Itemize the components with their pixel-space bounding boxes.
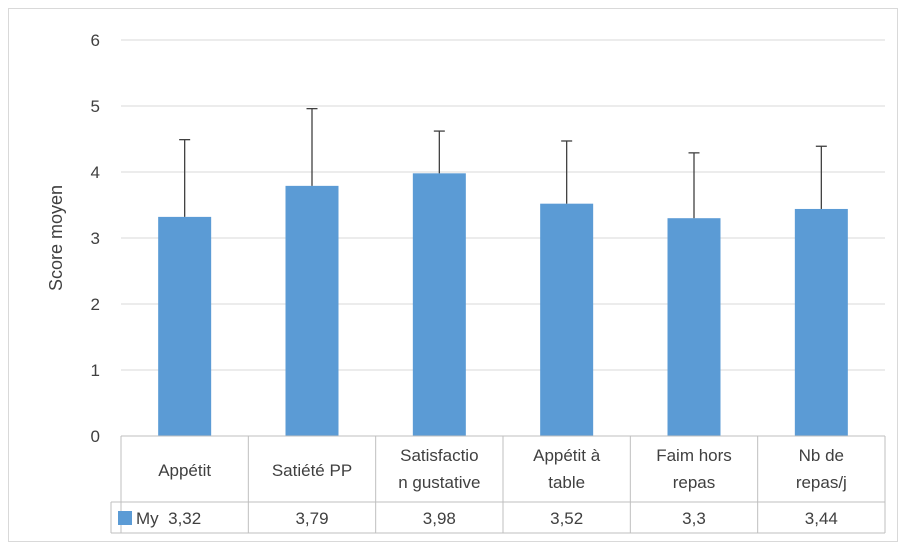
y-tick-label: 6 [91, 31, 100, 50]
gridlines [121, 39, 885, 371]
category-label: repas/j [796, 473, 847, 492]
bar [667, 218, 721, 436]
bar [794, 208, 848, 436]
category-label: Faim hors [656, 446, 732, 465]
y-tick-label: 1 [91, 361, 100, 380]
bar [540, 203, 594, 436]
category-label: Nb de [799, 446, 844, 465]
category-label: Appétit [158, 461, 211, 480]
y-tick-label: 5 [91, 97, 100, 116]
category-label: n gustative [398, 473, 480, 492]
bar [285, 185, 339, 436]
data-value-label: 3,44 [805, 509, 838, 528]
y-tick-label: 4 [91, 163, 100, 182]
data-value-label: 3,52 [550, 509, 583, 528]
bar [412, 173, 466, 436]
legend-key [118, 511, 132, 525]
category-label: Appétit à [533, 446, 601, 465]
category-label: Satiété PP [272, 461, 352, 480]
bar [158, 216, 212, 436]
y-tick-label: 0 [91, 427, 100, 446]
y-tick-label: 2 [91, 295, 100, 314]
y-axis-ticks: 0 1 2 3 4 5 6 [91, 31, 100, 446]
category-label: Satisfactio [400, 446, 478, 465]
data-value-label: 3,79 [295, 509, 328, 528]
bars [158, 173, 848, 436]
chart-frame [8, 8, 898, 542]
data-value-label: 3,98 [423, 509, 456, 528]
error-bars [179, 107, 827, 219]
y-tick-label: 3 [91, 229, 100, 248]
category-label: table [548, 473, 585, 492]
y-axis-label: Score moyen [46, 185, 66, 291]
legend-label: My [136, 509, 159, 528]
data-value-label: 3,3 [682, 509, 706, 528]
data-value-label: 3,32 [168, 509, 201, 528]
data-table: Appétit Satiété PP Satisfactio n gustative A… [110, 435, 886, 534]
category-label: repas [673, 473, 716, 492]
